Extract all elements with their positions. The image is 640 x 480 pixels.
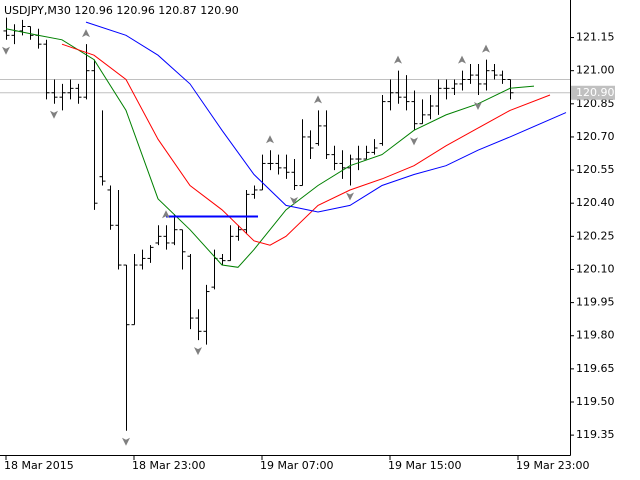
moving-average — [85, 21, 567, 213]
fractal-down — [194, 347, 202, 356]
x-tick-label: 19 Mar 23:00 — [516, 459, 589, 472]
x-tick-label: 19 Mar 15:00 — [388, 459, 461, 472]
fractal-up — [482, 44, 490, 53]
y-tick-label: 120.10 — [576, 262, 615, 275]
y-tick-label: 119.35 — [576, 428, 615, 441]
fractal-down — [346, 192, 354, 201]
moving-average — [5, 28, 535, 268]
y-tick-label: 121.00 — [576, 64, 615, 77]
y-tick-label: 119.50 — [576, 395, 615, 408]
y-tick-label: 120.55 — [576, 163, 615, 176]
y-tick-label: 119.65 — [576, 362, 615, 375]
fractal-up — [82, 29, 90, 38]
y-tick-label: 120.85 — [576, 97, 615, 110]
fractal-down — [2, 46, 10, 55]
y-tick-label: 120.25 — [576, 229, 615, 242]
fractal-down — [122, 437, 130, 446]
fractal-up — [162, 210, 170, 219]
y-tick-label: 120.70 — [576, 130, 615, 143]
plot-area — [0, 17, 570, 446]
bid-label: 120.90 — [576, 86, 615, 99]
fractal-down — [474, 101, 482, 110]
chart-title: USDJPY,M30 120.96 120.96 120.87 120.90 — [4, 4, 239, 17]
bid-label-box — [571, 85, 615, 100]
y-tick-label: 119.80 — [576, 329, 615, 342]
fractal-up — [314, 95, 322, 104]
fractal-down — [50, 110, 58, 119]
fractal-up — [266, 135, 274, 144]
x-tick-label: 18 Mar 23:00 — [132, 459, 205, 472]
x-tick-label: 19 Mar 07:00 — [260, 459, 333, 472]
y-tick-label: 119.95 — [576, 296, 615, 309]
fractal-up — [394, 55, 402, 64]
moving-average — [61, 43, 551, 246]
fractal-down — [290, 196, 298, 205]
fractal-down — [410, 137, 418, 146]
y-tick-label: 120.40 — [576, 196, 615, 209]
fractal-up — [458, 55, 466, 64]
x-tick-label: 18 Mar 2015 — [4, 459, 74, 472]
y-tick-label: 121.15 — [576, 31, 615, 44]
